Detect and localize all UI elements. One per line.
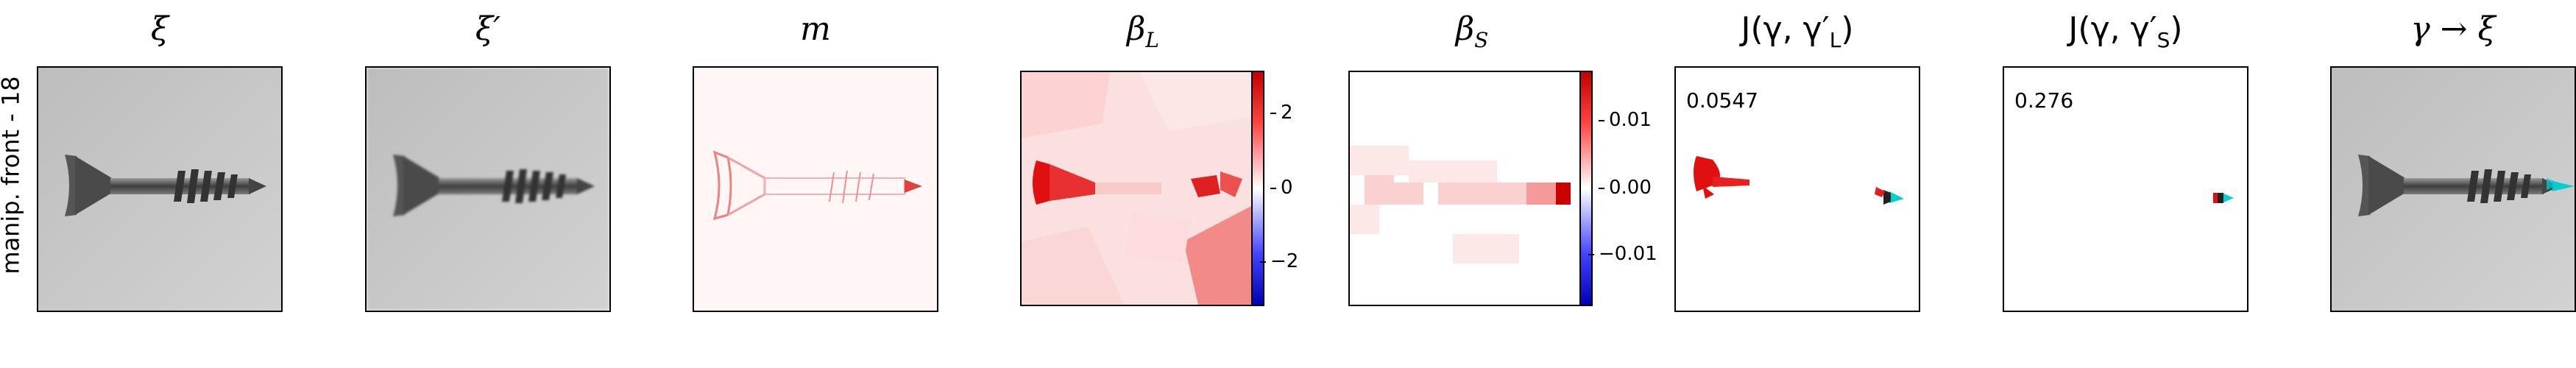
colorbar-tick: 2: [1270, 102, 1293, 124]
panel-title-j-gamma-l: J(γ, γ′L): [1665, 13, 1930, 51]
jaccard-map-l: [1694, 156, 1904, 205]
image-j-gamma-s: 0.276: [2003, 66, 2248, 312]
image-mask: [693, 66, 938, 312]
score-j-gamma-l: 0.0547: [1686, 88, 1758, 113]
row-label: manip. front - 18: [0, 21, 25, 330]
panel-title-beta-s: βS: [1340, 13, 1604, 51]
screw-image-overlay: [2332, 68, 2575, 311]
panel-title-xi: ξ: [150, 10, 169, 48]
colorbar-tick: −0.01: [1588, 243, 1657, 265]
colorbar-tick: 0.00: [1599, 177, 1652, 199]
score-j-gamma-s: 0.276: [2014, 88, 2074, 113]
panel-title-j-gamma-s-sub: S: [2156, 27, 2170, 52]
panel-title-beta-l-main: β: [1126, 10, 1146, 48]
panel-title-j-gamma-s-main: J(γ, γ′: [2068, 10, 2157, 48]
image-beta-s: [1348, 71, 1584, 306]
screw-image: [38, 68, 281, 311]
jaccard-map-s: [2213, 193, 2234, 203]
panel-title-j-gamma-l-end: ): [1841, 10, 1854, 48]
image-j-gamma-l: 0.0547: [1674, 66, 1920, 312]
colorbar-beta-l: [1251, 71, 1264, 306]
panel-title-mask: m: [800, 10, 831, 48]
panel-title-xi-prime: ξ′: [475, 10, 501, 48]
mask-heatmap: [694, 68, 937, 311]
image-xi-prime: [365, 66, 611, 312]
panel-title-gamma-to-xi: γ → ξ: [2410, 10, 2496, 48]
panel-title-beta-s-sub: S: [1474, 27, 1489, 52]
panel-title-beta-s-main: β: [1455, 10, 1475, 48]
colorbar-beta-s: [1579, 71, 1593, 306]
beta-s-heatmap: [1350, 72, 1582, 305]
panel-title-j-gamma-s: J(γ, γ′S): [1993, 13, 2258, 51]
panel-title-beta-l-sub: L: [1145, 27, 1160, 52]
image-xi: [37, 66, 283, 312]
panel-title-j-gamma-s-end: ): [2170, 10, 2183, 48]
panel-title-beta-l: βL: [1011, 13, 1275, 51]
image-beta-l: [1020, 71, 1256, 306]
image-gamma-to-xi: [2330, 66, 2576, 312]
colorbar-tick: 0: [1270, 177, 1293, 199]
beta-l-heatmap: [1022, 72, 1254, 305]
panel-title-j-gamma-l-sub: L: [1829, 27, 1841, 52]
colorbar-tick: −2: [1259, 250, 1299, 272]
screw-image: [367, 68, 609, 311]
row-label-text: manip. front - 18: [0, 76, 25, 275]
panel-title-j-gamma-l-main: J(γ, γ′: [1741, 10, 1830, 48]
colorbar-tick: 0.01: [1599, 109, 1652, 131]
